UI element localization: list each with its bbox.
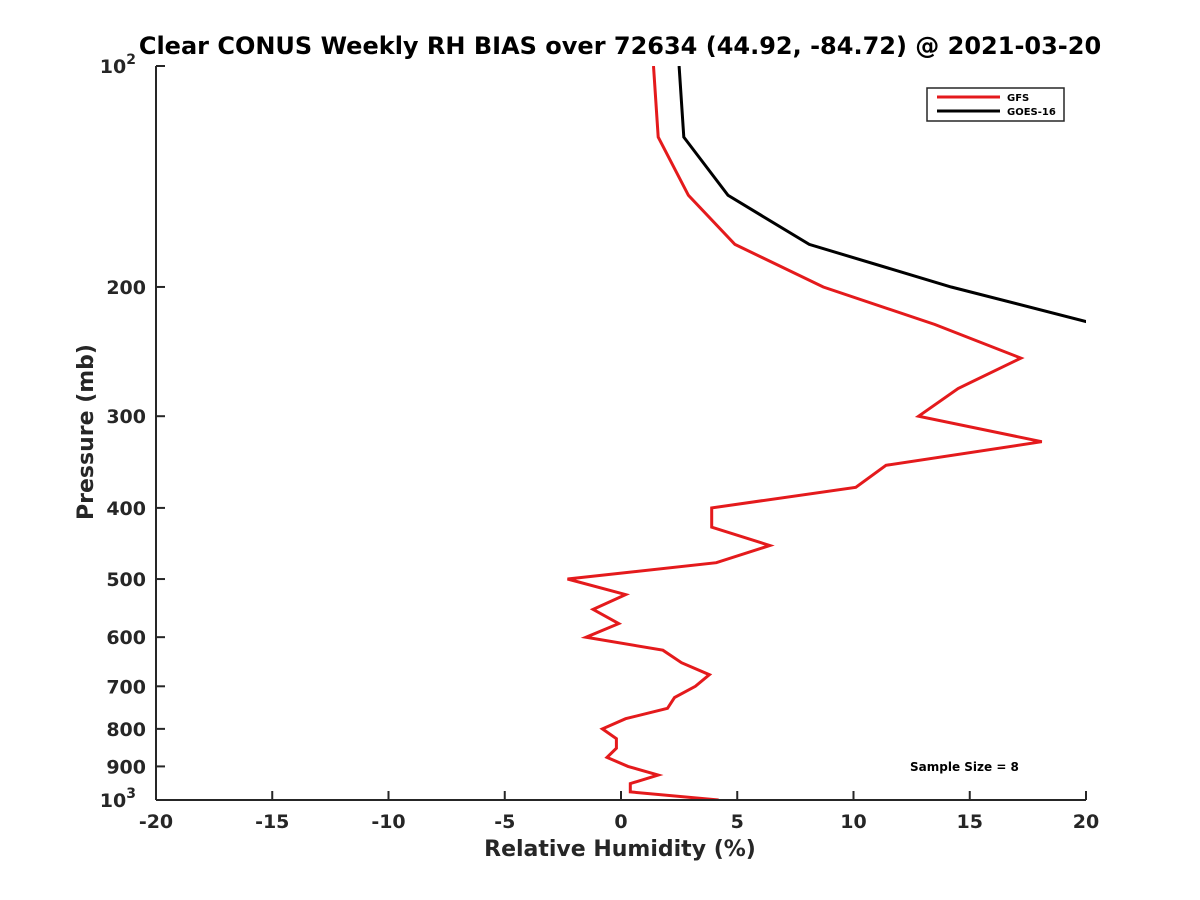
axes-layer: -20 -15 -10 -5 0 5 10 15 20 102 200 300 400 500 600 700… <box>100 52 1099 833</box>
y-tick-label: 500 <box>106 569 146 591</box>
plot-background <box>156 66 1086 800</box>
y-tick-label: 300 <box>106 406 146 428</box>
legend-label: GFS <box>1007 93 1029 104</box>
x-tick-label: 15 <box>957 811 983 833</box>
legend-box <box>926 87 1065 122</box>
y-tick-label: 102 <box>100 52 136 78</box>
y-axis-label: Pressure (mb) <box>74 344 99 520</box>
series-line-goes-16 <box>677 66 1086 324</box>
y-tick-label: 103 <box>100 786 136 812</box>
chart-title: Clear CONUS Weekly RH BIAS over 72634 (4… <box>139 32 1101 60</box>
legend: GFS GOES-16 <box>926 87 1065 122</box>
x-tick-label: -10 <box>371 811 405 833</box>
sample-size-annotation: Sample Size = 8 <box>910 760 1019 774</box>
x-tick-label: 20 <box>1073 811 1099 833</box>
series-line-gfs <box>567 66 1043 800</box>
y-tick-label: 200 <box>106 277 146 299</box>
y-tick-label: 700 <box>106 676 146 698</box>
plot-area <box>156 66 1086 800</box>
series-layer <box>567 66 1086 800</box>
x-tick-label: 0 <box>614 811 627 833</box>
x-axis-label: Relative Humidity (%) <box>484 837 756 862</box>
legend-label: GOES-16 <box>1007 107 1056 118</box>
y-tick-label: 900 <box>106 756 146 778</box>
x-tick-label: 10 <box>840 811 866 833</box>
x-tick-label: -5 <box>494 811 515 833</box>
x-tick-label: -20 <box>139 811 173 833</box>
x-tick-label: -15 <box>255 811 289 833</box>
y-tick-label: 800 <box>106 719 146 741</box>
x-tick-label: 5 <box>731 811 744 833</box>
y-tick-label: 400 <box>106 498 146 520</box>
y-tick-label: 600 <box>106 627 146 649</box>
